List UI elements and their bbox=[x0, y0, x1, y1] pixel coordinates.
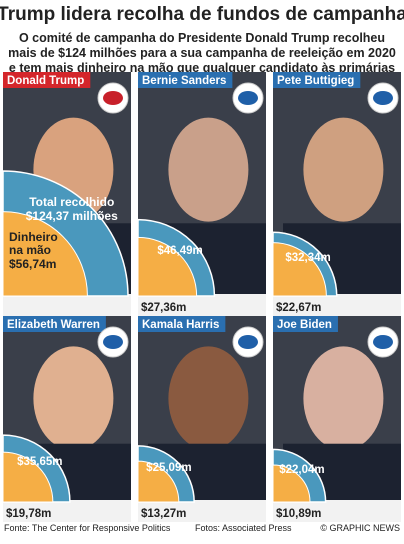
label-strip bbox=[273, 294, 401, 316]
name-tag bbox=[273, 72, 361, 88]
candidate-name: Donald Trump bbox=[7, 75, 84, 87]
cash-area bbox=[273, 242, 327, 297]
total-label: $124,37 milhões bbox=[26, 209, 118, 223]
face bbox=[303, 117, 384, 222]
label-strip bbox=[3, 500, 131, 522]
name-tag bbox=[138, 72, 233, 88]
name-tag bbox=[138, 316, 226, 332]
face bbox=[168, 346, 249, 451]
cash-label: $56,74m bbox=[9, 257, 56, 271]
party-icon-body bbox=[373, 91, 393, 105]
name-tag bbox=[3, 72, 91, 88]
subtitle: O comité de campanha do Presidente Donal… bbox=[8, 31, 396, 90]
panel-content bbox=[3, 316, 131, 522]
label-strip bbox=[138, 294, 266, 316]
name-tag bbox=[3, 316, 106, 332]
subtitle-text: O comité de campanha do Presidente Donal… bbox=[8, 31, 396, 90]
total-label: $22,04m bbox=[279, 464, 324, 476]
photo-credit: Fotos: Associated Press bbox=[195, 523, 292, 533]
candidate-name: Bernie Sanders bbox=[142, 75, 226, 87]
total-label: $46,49m bbox=[157, 245, 202, 257]
face bbox=[33, 346, 114, 451]
cash-label: $22,67m bbox=[276, 302, 321, 314]
party-icon-body bbox=[238, 91, 258, 105]
cash-label: $19,78m bbox=[6, 508, 51, 520]
party-icon-body bbox=[103, 91, 123, 105]
cash-area bbox=[138, 460, 180, 503]
label-strip bbox=[273, 500, 401, 522]
total-caption: Total recolhido bbox=[29, 195, 114, 209]
cash-caption: Dinheiro na mão bbox=[9, 230, 58, 257]
face bbox=[303, 346, 384, 451]
total-label: $35,65m bbox=[17, 456, 62, 468]
candidate-panel: Joe Biden $22,04m $10,89m bbox=[273, 316, 401, 522]
party-icon-body bbox=[103, 335, 123, 349]
cash-area bbox=[3, 211, 88, 297]
candidate-name: Pete Buttigieg bbox=[277, 75, 354, 87]
cash-label: $27,36m bbox=[141, 302, 186, 314]
cash-area bbox=[138, 236, 198, 297]
panel-content bbox=[3, 72, 131, 316]
cash-area bbox=[273, 464, 311, 503]
candidate-panel: Bernie Sanders $46,49m $27,36m bbox=[138, 72, 266, 316]
face bbox=[168, 117, 249, 222]
party-icon-body bbox=[238, 335, 258, 349]
total-label: $25,09m bbox=[146, 462, 191, 474]
name-tag bbox=[273, 316, 338, 332]
source: Fonte: The Center for Responsive Politic… bbox=[4, 523, 171, 533]
candidate-panel: Kamala Harris $25,09m $13,27m bbox=[138, 316, 266, 522]
cash-label: $13,27m bbox=[141, 508, 186, 520]
party-icon-body bbox=[373, 335, 393, 349]
cash-area bbox=[3, 451, 54, 503]
candidate-name: Kamala Harris bbox=[142, 319, 219, 331]
candidate-panel: Elizabeth Warren $35,65m $19,78m bbox=[3, 316, 131, 522]
candidate-name: Joe Biden bbox=[277, 319, 332, 331]
candidate-panel: Donald Trump Total recolhido$124,37 milhõ… bbox=[3, 72, 131, 316]
credit: © GRAPHIC NEWS bbox=[320, 523, 400, 533]
cash-label: $10,89m bbox=[276, 508, 321, 520]
candidate-panel: Pete Buttigieg $32,34m $22,67m bbox=[273, 72, 401, 316]
title: Trump lidera recolha de fundos de campan… bbox=[0, 4, 404, 25]
total-label: $32,34m bbox=[285, 252, 330, 264]
label-strip bbox=[138, 500, 266, 522]
panels: Donald Trump Total recolhido$124,37 milhõ… bbox=[3, 72, 401, 522]
candidate-name: Elizabeth Warren bbox=[7, 319, 100, 331]
label-strip bbox=[3, 294, 131, 316]
panel-content bbox=[273, 316, 401, 522]
